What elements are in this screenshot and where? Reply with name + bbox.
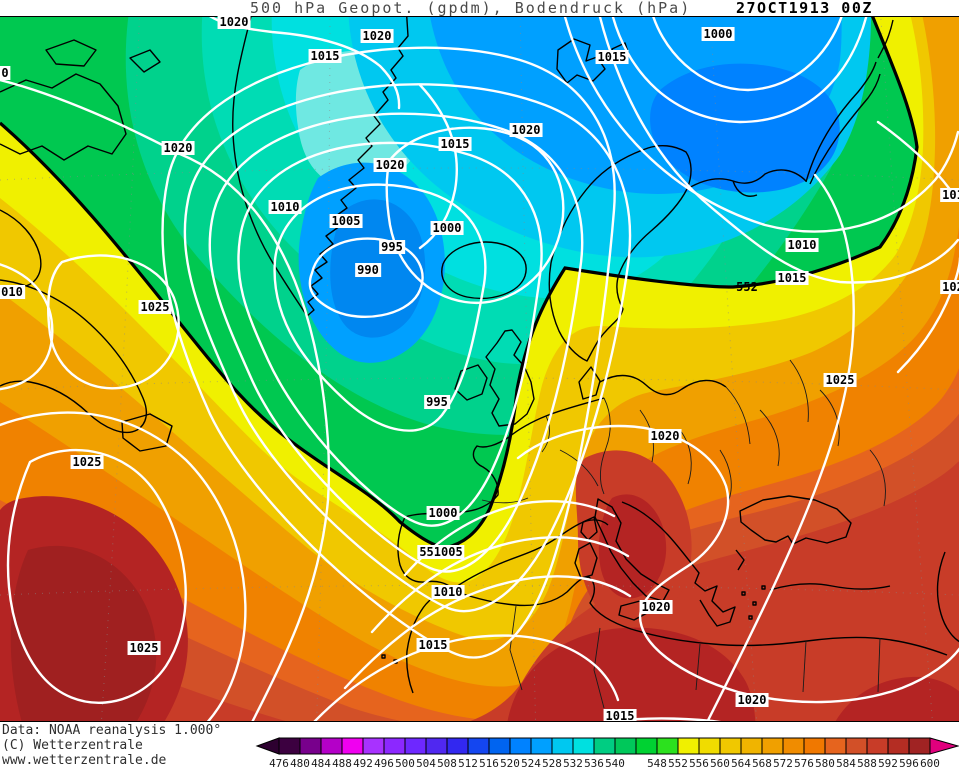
- colorbar-segment: [761, 737, 784, 755]
- colorbar-tick-label: 528: [542, 757, 562, 770]
- colorbar-segment: [362, 737, 385, 755]
- geopotential-color-field: [0, 17, 959, 721]
- colorbar-tick-label: 484: [311, 757, 331, 770]
- colorbar-segment: [866, 737, 889, 755]
- colorbar-segment: [845, 737, 868, 755]
- colorbar-tick-label: 536: [584, 757, 604, 770]
- colorbar-tick-label: 576: [794, 757, 814, 770]
- colorbar-segment: [908, 737, 931, 755]
- colorbar-left-arrow: [255, 737, 280, 755]
- colorbar-segment: [740, 737, 763, 755]
- colorbar-segment: [677, 737, 700, 755]
- colorbar-tick-label: 500: [395, 757, 415, 770]
- colorbar-tick-label: 572: [773, 757, 793, 770]
- colorbar-segment: [551, 737, 574, 755]
- colorbar-segment: [299, 737, 322, 755]
- colorbar-tick-label: 564: [731, 757, 751, 770]
- footer-bar: Data: NOAA reanalysis 1.000° (C) Wetterze…: [0, 721, 959, 770]
- colorbar-tick-label: 548: [647, 757, 667, 770]
- colorbar-tick-label: 580: [815, 757, 835, 770]
- colorbar-segment: [320, 737, 343, 755]
- page-title: 500 hPa Geopot. (gpdm), Bodendruck (hPa): [250, 0, 692, 17]
- colorbar-tick-label: 560: [710, 757, 730, 770]
- isobar-lines: [0, 17, 959, 721]
- colorbar-segment: [404, 737, 427, 755]
- colorbar-tick-label: 568: [752, 757, 772, 770]
- credit-data-source: Data: NOAA reanalysis 1.000°: [2, 723, 222, 738]
- colorbar-segment: [656, 737, 679, 755]
- colorbar-tick-label: 488: [332, 757, 352, 770]
- colorbar-segment: [341, 737, 364, 755]
- weather-map: [0, 17, 959, 721]
- colorbar-tick-label: 524: [521, 757, 541, 770]
- colorbar-tick-label: 516: [479, 757, 499, 770]
- colorbar-segment: [782, 737, 805, 755]
- colorbar-tick-label: 540: [605, 757, 625, 770]
- colorbar-tick-label: 532: [563, 757, 583, 770]
- colorbar-right-arrow: [929, 737, 959, 755]
- colorbar-segment: [278, 737, 301, 755]
- colorbar-tick-label: 508: [437, 757, 457, 770]
- colorbar-segment: [698, 737, 721, 755]
- colorbar-tick-label: 512: [458, 757, 478, 770]
- colorbar-tick-label: 492: [353, 757, 373, 770]
- colorbar-tick-label: 504: [416, 757, 436, 770]
- colorbar-tick-label: 596: [899, 757, 919, 770]
- colorbar-segment: [803, 737, 826, 755]
- colorbar-tick-label: 496: [374, 757, 394, 770]
- colorbar-tick-label: 552: [668, 757, 688, 770]
- colorbar-tick-label: 520: [500, 757, 520, 770]
- colorbar-tick-label: 584: [836, 757, 856, 770]
- colorbar-tick-label: 480: [290, 757, 310, 770]
- colorbar-segment: [719, 737, 742, 755]
- credits-block: Data: NOAA reanalysis 1.000° (C) Wetterze…: [2, 723, 221, 768]
- colorbar-segment: [593, 737, 616, 755]
- colorbar-segment: [509, 737, 532, 755]
- colorbar-tick-label: 476: [269, 757, 289, 770]
- colorbar-segment: [824, 737, 847, 755]
- colorbar-segment: [635, 737, 658, 755]
- colorbar-segment: [530, 737, 553, 755]
- credit-copyright: (C) Wetterzentrale: [2, 738, 143, 753]
- colorbar-tick-label: 600: [920, 757, 940, 770]
- colorbar-segment: [383, 737, 406, 755]
- country-borders: [481, 359, 886, 709]
- colorbar-segment: [614, 737, 637, 755]
- colorbar-tick-label: 556: [689, 757, 709, 770]
- colorbar-segment: [446, 737, 469, 755]
- colorbar-segment: [467, 737, 490, 755]
- colorbar-segment: [572, 737, 595, 755]
- colorbar-segment: [488, 737, 511, 755]
- map-datetime: 27OCT1913 00Z: [736, 0, 873, 17]
- geopotential-552-line: [0, 17, 919, 550]
- colorbar-tick-label: 592: [878, 757, 898, 770]
- geopotential-colorbar: 476 480 484 488 492 496 500 504 508 512 516 520 524 5…: [255, 737, 959, 770]
- credit-website: www.wetterzentrale.de: [2, 753, 167, 768]
- colorbar-segment: [887, 737, 910, 755]
- colorbar-tick-label: 588: [857, 757, 877, 770]
- colorbar-segment: [425, 737, 448, 755]
- header-bar: 500 hPa Geopot. (gpdm), Bodendruck (hPa)…: [0, 0, 959, 17]
